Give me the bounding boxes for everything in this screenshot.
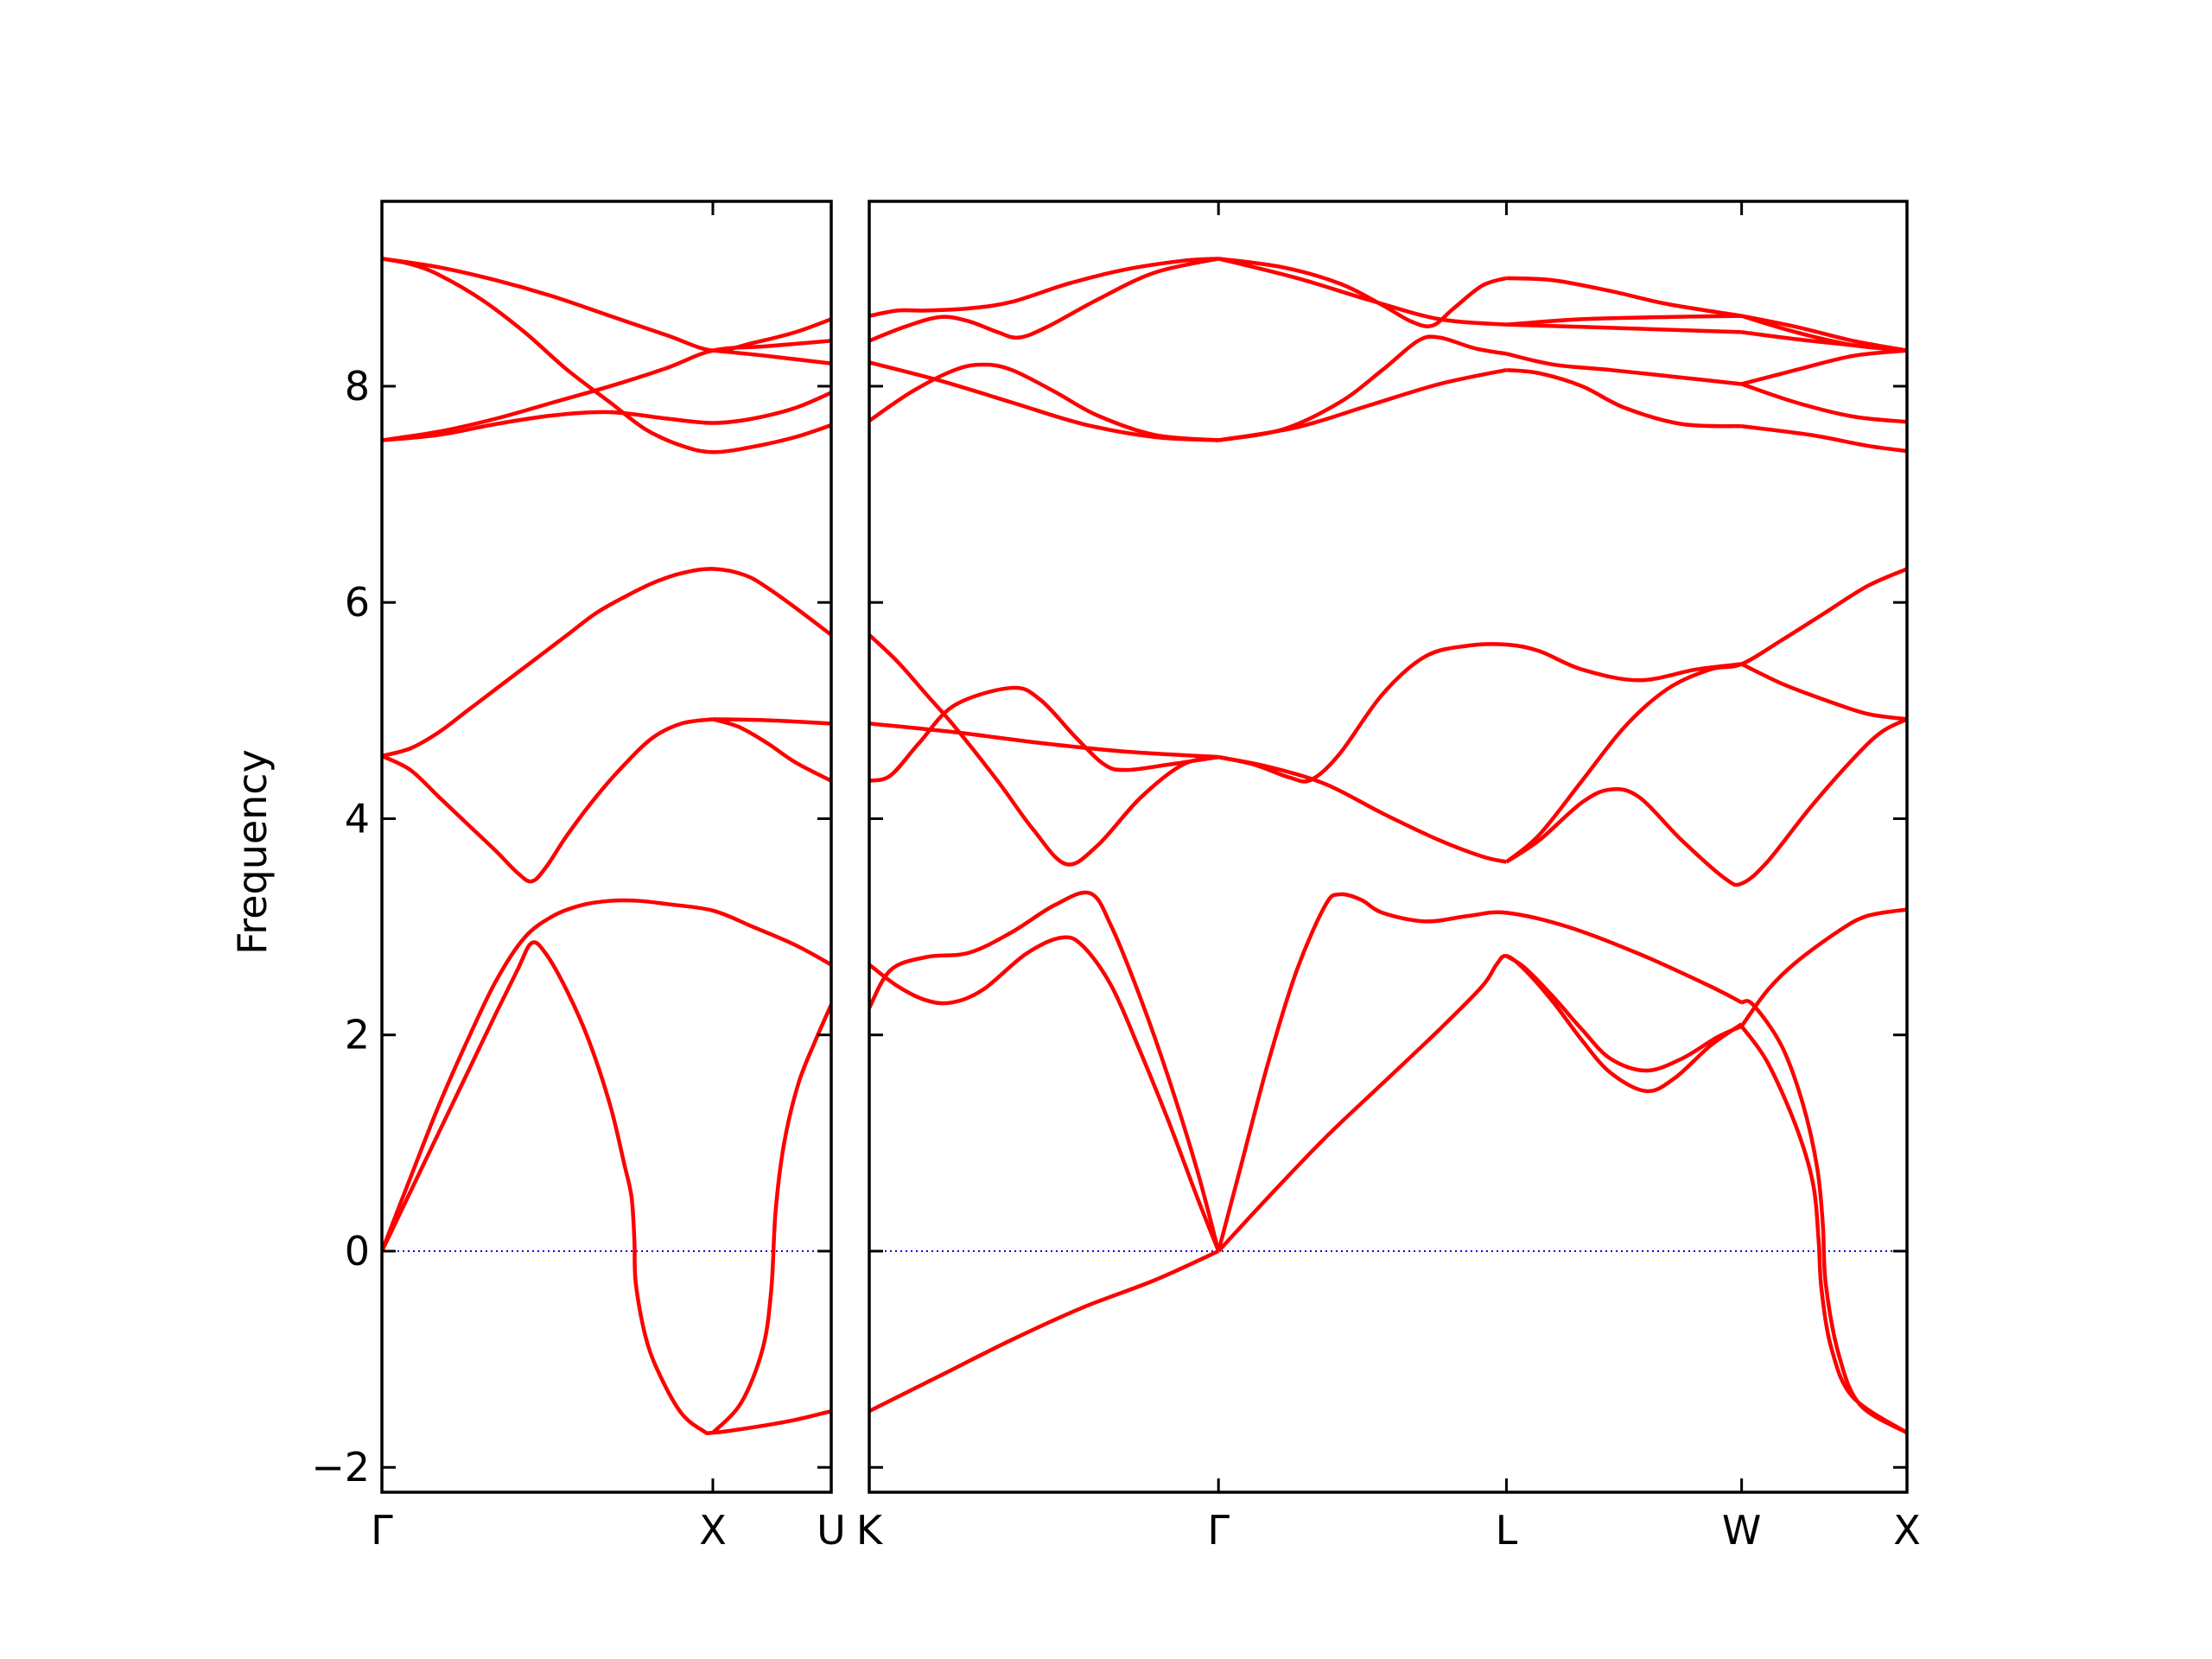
- band-line: [1741, 330, 1907, 353]
- y-axis-label: Frequency: [229, 749, 276, 955]
- band-line: [1506, 314, 1742, 327]
- band-line: [1740, 382, 1907, 424]
- band-line: [869, 362, 1219, 442]
- band-line: [1217, 257, 1508, 328]
- x-tick-label: U: [817, 1507, 846, 1554]
- axes-frame: [868, 200, 1909, 1494]
- x-tick-label: X: [699, 1507, 727, 1554]
- band-line: [712, 717, 831, 726]
- band-line: [869, 685, 1219, 783]
- band-line: [1505, 954, 1743, 1073]
- band-line: [869, 935, 1221, 1252]
- y-tick-label: 8: [345, 363, 370, 410]
- band-line: [1741, 348, 1907, 386]
- y-tick-label: −2: [311, 1444, 370, 1491]
- x-tick-label: L: [1496, 1507, 1518, 1554]
- band-line: [1217, 892, 1743, 1252]
- band-line: [1506, 276, 1742, 318]
- band-line: [382, 391, 831, 442]
- band-line: [1217, 367, 1507, 442]
- band-line: [1505, 717, 1907, 887]
- band-line: [382, 940, 831, 1435]
- x-tick-label: Γ: [1207, 1507, 1230, 1554]
- y-tick-label: 6: [345, 579, 370, 626]
- band-line: [1217, 334, 1507, 442]
- x-tick-label: Γ: [371, 1507, 393, 1554]
- band-line: [382, 339, 831, 442]
- bands: [869, 257, 1907, 1435]
- band-line: [1217, 754, 1507, 864]
- band-line: [1739, 1025, 1907, 1435]
- band-line: [382, 567, 831, 759]
- y-tick-label: 0: [345, 1228, 370, 1274]
- band-line: [869, 257, 1219, 318]
- panel: −2 0 2 4 6 8 Γ X U: [311, 200, 846, 1554]
- y-tick-label: 4: [345, 795, 370, 842]
- band-line: [1217, 257, 1507, 327]
- band-line: [712, 717, 831, 783]
- band-line: [1506, 367, 1742, 429]
- band-line: [382, 257, 831, 353]
- band-line: [869, 1249, 1220, 1414]
- band-line: [382, 717, 714, 884]
- axes-frame: [380, 200, 833, 1494]
- band-line: [1739, 907, 1907, 1028]
- x-tick-label: W: [1722, 1507, 1761, 1554]
- band-line: [1506, 322, 1742, 334]
- band-line: [1217, 642, 1742, 784]
- band-line: [382, 898, 831, 1252]
- band-line: [1741, 314, 1907, 353]
- band-line: [869, 633, 1219, 867]
- band-line: [869, 721, 1219, 760]
- band-line: [1740, 662, 1907, 721]
- band-line: [1217, 954, 1743, 1253]
- band-line: [869, 890, 1221, 1252]
- band-line: [869, 257, 1219, 343]
- band-line: [869, 360, 1219, 442]
- x-tick-label: X: [1893, 1507, 1921, 1554]
- bands: [382, 257, 831, 1435]
- band-line: [1505, 352, 1742, 386]
- band-line: [1741, 999, 1907, 1435]
- band-line: [382, 257, 831, 454]
- x-tick-label: K: [856, 1507, 884, 1554]
- band-line: [1504, 567, 1907, 864]
- band-line: [711, 1003, 831, 1434]
- band-line: [1741, 424, 1907, 454]
- band-line: [712, 348, 831, 365]
- y-tick-label: 2: [345, 1012, 370, 1058]
